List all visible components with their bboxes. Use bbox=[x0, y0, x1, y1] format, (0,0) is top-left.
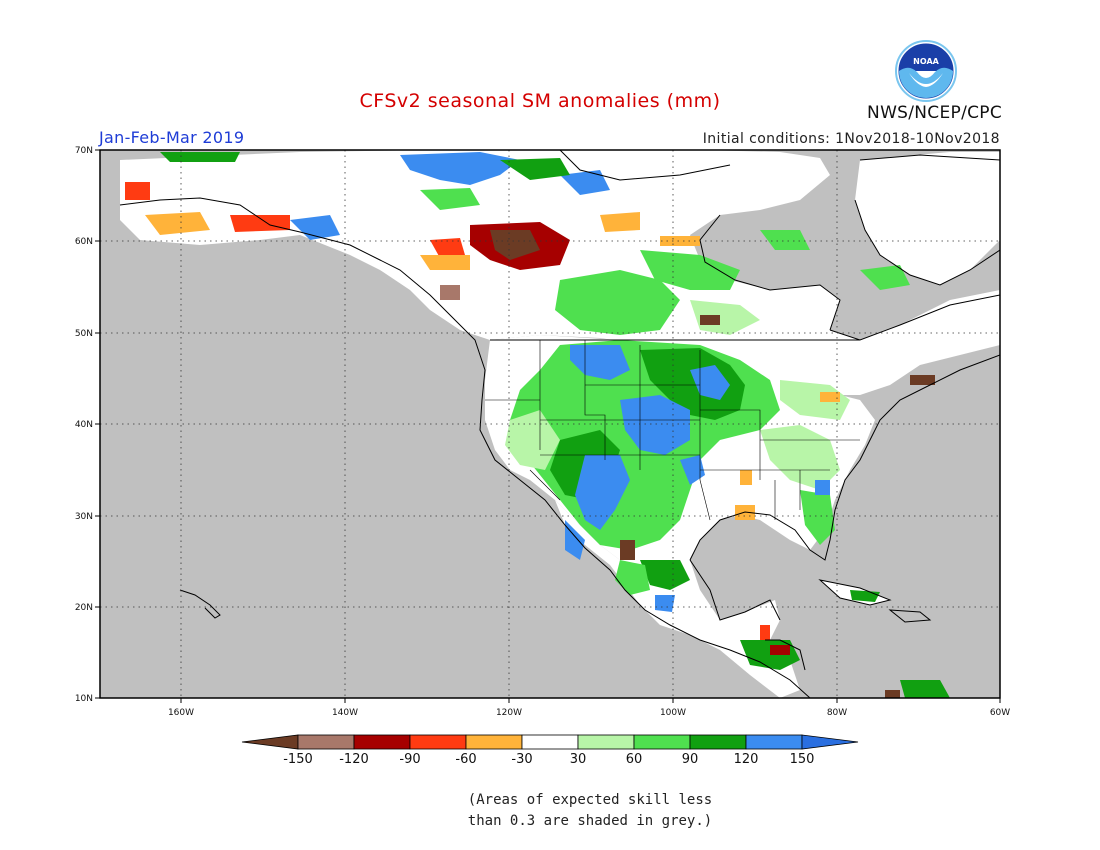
lon-label-100w: 100W bbox=[660, 708, 686, 718]
colorbar-label: -120 bbox=[339, 752, 369, 767]
colorbar-box bbox=[353, 734, 411, 750]
colorbar-box bbox=[521, 734, 579, 750]
colorbar-left-arrow bbox=[241, 734, 299, 750]
colorbar-label: -90 bbox=[399, 752, 420, 767]
lat-label-20n: 20N bbox=[75, 603, 93, 613]
coastlines bbox=[119, 150, 1000, 698]
lon-label-60w: 60W bbox=[990, 708, 1010, 718]
logo-text: NOAA bbox=[913, 57, 939, 66]
colorbar-right-arrow bbox=[801, 734, 859, 750]
map-layers bbox=[119, 150, 1000, 698]
colorbar-label: 120 bbox=[734, 752, 759, 767]
skill-note-line-2: than 0.3 are shaded in grey.) bbox=[467, 813, 713, 829]
lat-label-50n: 50N bbox=[75, 329, 93, 339]
lat-label-70n: 70N bbox=[75, 146, 93, 156]
land-white-mexico bbox=[555, 500, 800, 698]
lat-label-10n: 10N bbox=[75, 694, 93, 704]
colorbar-label: 60 bbox=[626, 752, 643, 767]
graticule bbox=[100, 150, 1000, 698]
colorbar-label: 30 bbox=[570, 752, 587, 767]
colorbar-box bbox=[689, 734, 747, 750]
lon-label-140w: 140W bbox=[332, 708, 358, 718]
colorbar-box bbox=[409, 734, 467, 750]
ticks bbox=[95, 149, 1001, 703]
colorbar-label: 150 bbox=[790, 752, 815, 767]
colorbar-box bbox=[465, 734, 523, 750]
chart-title: CFSv2 seasonal SM anomalies (mm) bbox=[359, 90, 721, 112]
colorbar-box bbox=[633, 734, 691, 750]
colorbar: -150 -120 -90 -60 -30 30 60 90 120 150 bbox=[241, 734, 859, 767]
lat-labels: 70N 60N 50N 40N 30N 20N 10N bbox=[75, 146, 93, 704]
lon-labels: 160W 140W 120W 100W 80W 60W bbox=[168, 708, 1010, 718]
lon-label-80w: 80W bbox=[827, 708, 847, 718]
colorbar-box bbox=[745, 734, 803, 750]
colorbar-label: -60 bbox=[455, 752, 476, 767]
state-borders bbox=[485, 340, 860, 521]
lon-label-160w: 160W bbox=[168, 708, 194, 718]
colorbar-box bbox=[297, 734, 355, 750]
agency-label: NWS/NCEP/CPC bbox=[867, 103, 1002, 123]
lat-label-30n: 30N bbox=[75, 512, 93, 522]
land-white-canada bbox=[120, 150, 1000, 395]
initial-conditions: Initial conditions: 1Nov2018-10Nov2018 bbox=[702, 131, 1000, 147]
colorbar-label: -150 bbox=[283, 752, 313, 767]
land-white-greenland bbox=[855, 152, 1000, 285]
skill-note: (Areas of expected skill less than 0.3 a… bbox=[420, 790, 760, 832]
noaa-logo: NOAA bbox=[895, 40, 957, 102]
colorbar-label: 90 bbox=[682, 752, 699, 767]
colorbar-box bbox=[577, 734, 635, 750]
skill-note-line-1: (Areas of expected skill less bbox=[467, 792, 713, 808]
lon-label-120w: 120W bbox=[496, 708, 522, 718]
colorbar-label: -30 bbox=[511, 752, 532, 767]
lat-label-40n: 40N bbox=[75, 420, 93, 430]
lat-label-60n: 60N bbox=[75, 237, 93, 247]
forecast-period: Jan-Feb-Mar 2019 bbox=[99, 128, 245, 147]
